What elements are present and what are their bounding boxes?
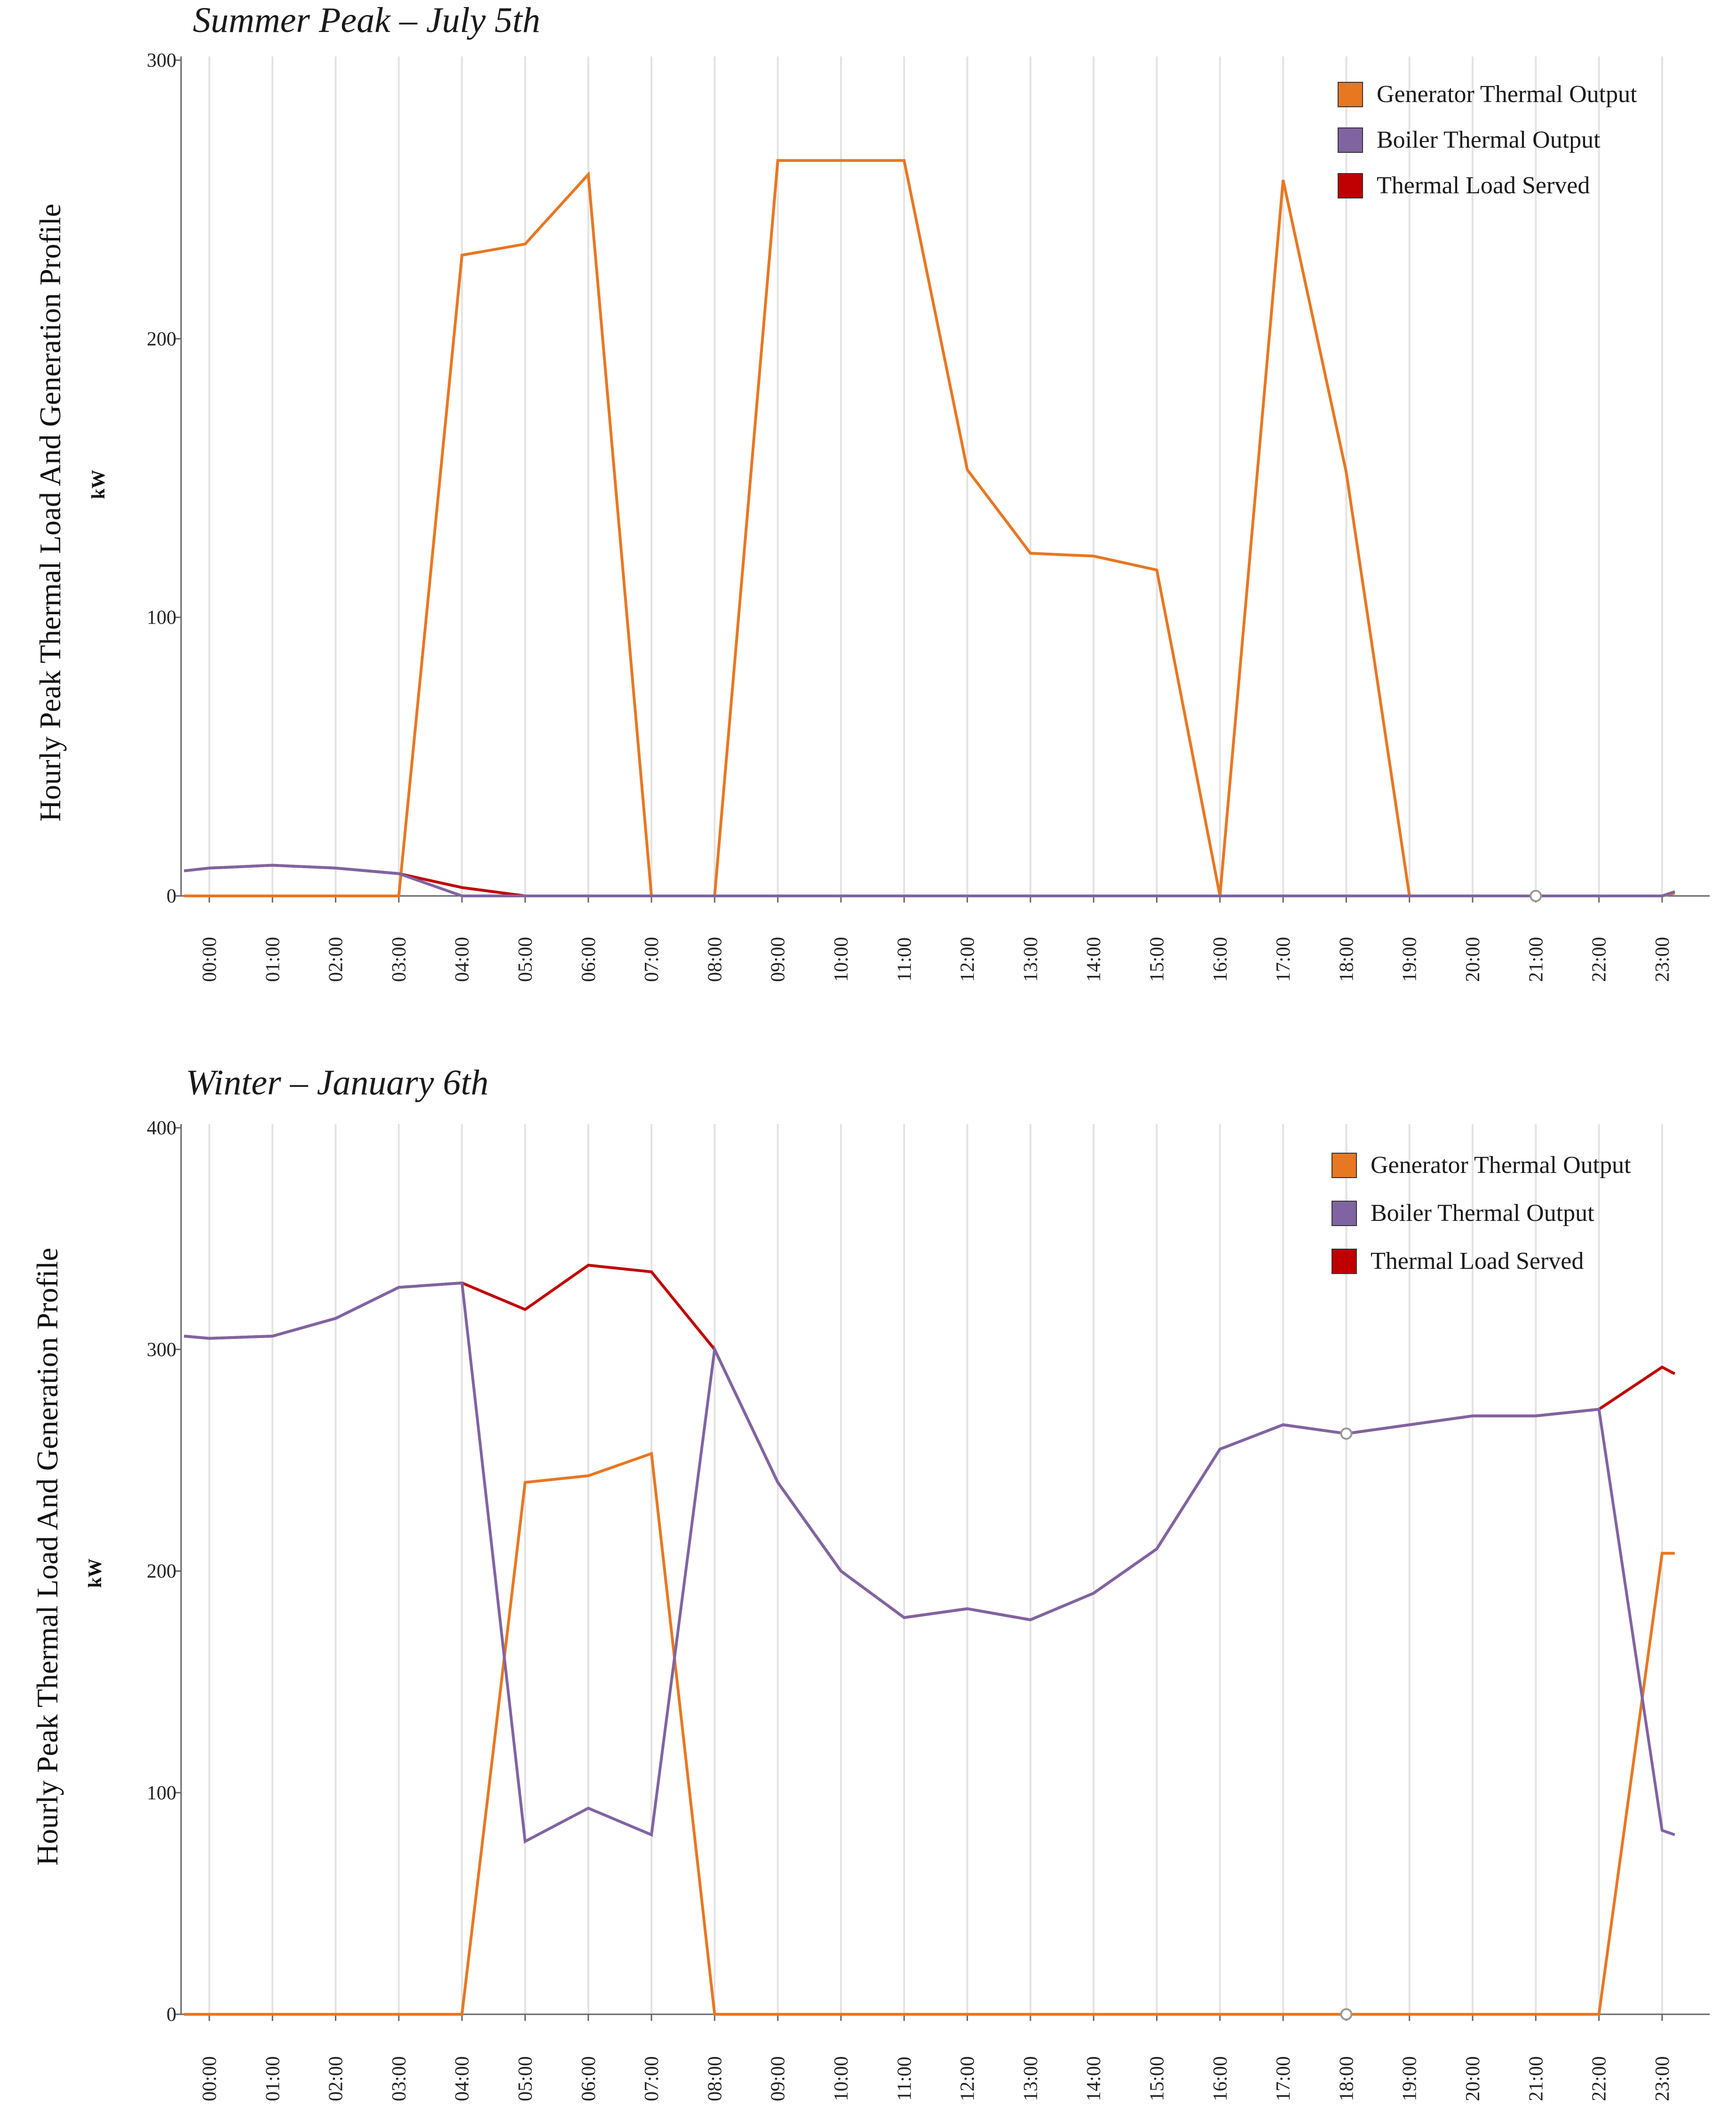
point-marker xyxy=(1340,1427,1353,1440)
x-ticks: 00:00 01:00 02:00 03:00 04:00 05:00 06:00 07:00… xyxy=(199,2014,1673,2101)
x-tick-label: 21:00 xyxy=(1525,2056,1547,2101)
legend-label: Generator Thermal Output xyxy=(1377,81,1637,108)
thermal-load-served-line xyxy=(184,1264,1676,1622)
generator-thermal-output-line xyxy=(184,159,1675,897)
x-tick-label: 13:00 xyxy=(1020,2056,1042,2101)
legend-label: Thermal Load Served xyxy=(1371,1248,1584,1275)
x-tick-label: 03:00 xyxy=(388,937,410,982)
x-tick-label: 10:00 xyxy=(831,2056,852,2101)
x-tick-label: 10:00 xyxy=(831,937,852,982)
legend: Generator Thermal Output Boiler Thermal O… xyxy=(1332,1152,1631,1275)
legend-swatch xyxy=(1338,127,1363,153)
generator-thermal-output-line xyxy=(184,1451,1675,2016)
x-tick-label: 18:00 xyxy=(1336,937,1357,982)
legend: Generator Thermal Output Boiler Thermal O… xyxy=(1338,81,1637,199)
y-axis-unit: kW xyxy=(84,1559,105,1588)
x-tick-label: 01:00 xyxy=(262,937,284,982)
x-tick-label: 03:00 xyxy=(388,2056,410,2101)
chart-title: Summer Peak – July 5th xyxy=(193,0,540,40)
x-tick-label: 08:00 xyxy=(704,937,726,982)
y-tick-label: 0 xyxy=(166,2004,176,2026)
y-axis-label: Hourly Peak Thermal Load And Generation … xyxy=(31,1248,64,1866)
x-tick-label: 19:00 xyxy=(1399,2056,1421,2101)
x-tick-label: 22:00 xyxy=(1589,2056,1610,2101)
y-tick-label: 0 xyxy=(166,886,176,907)
x-tick-label: 22:00 xyxy=(1589,937,1610,982)
boiler-thermal-output-line xyxy=(184,1281,1675,1844)
x-tick-label: 00:00 xyxy=(199,2056,221,2101)
x-tick-label: 17:00 xyxy=(1273,2056,1294,2101)
thermal-load-served-line xyxy=(183,863,1675,897)
legend-swatch xyxy=(1338,82,1363,107)
winter-chart: Winter – January 6th Hourly Peak Thermal… xyxy=(31,1063,1710,2101)
grid xyxy=(208,56,1663,896)
y-tick-label: 200 xyxy=(147,328,176,350)
x-tick-label: 19:00 xyxy=(1399,937,1421,982)
y-tick-label: 200 xyxy=(147,1561,176,1583)
x-tick-label: 04:00 xyxy=(452,2056,473,2101)
x-tick-label: 13:00 xyxy=(1020,937,1042,982)
chart-title: Winter – January 6th xyxy=(186,1063,489,1102)
markers xyxy=(1340,1427,1353,2020)
x-tick-label: 23:00 xyxy=(1652,2056,1673,2101)
legend-swatch xyxy=(1332,1249,1357,1274)
legend-label: Boiler Thermal Output xyxy=(1377,127,1601,153)
boiler-thermal-output-line xyxy=(183,863,1675,897)
point-marker xyxy=(1340,2008,1353,2020)
summer-chart: Summer Peak – July 5th Hourly Peak Therm… xyxy=(33,0,1710,982)
legend-label: Boiler Thermal Output xyxy=(1371,1200,1594,1227)
x-tick-label: 09:00 xyxy=(768,2056,789,2101)
x-tick-label: 15:00 xyxy=(1147,937,1168,982)
x-tick-label: 05:00 xyxy=(515,937,537,982)
x-tick-label: 20:00 xyxy=(1462,937,1484,982)
x-ticks: 00:00 01:00 02:00 03:00 04:00 05:00 06:00 07:00… xyxy=(199,896,1673,982)
x-tick-label: 14:00 xyxy=(1083,2056,1105,2101)
y-tick-label: 300 xyxy=(147,50,176,71)
markers xyxy=(1530,890,1542,902)
x-tick-label: 08:00 xyxy=(704,2056,726,2101)
x-tick-label: 17:00 xyxy=(1273,937,1294,982)
x-tick-label: 11:00 xyxy=(894,2057,915,2101)
legend-label: Thermal Load Served xyxy=(1377,172,1590,199)
x-tick-label: 00:00 xyxy=(199,937,221,982)
x-tick-label: 09:00 xyxy=(768,937,789,982)
y-axis-unit: kW xyxy=(87,470,109,499)
y-ticks: 0 100 200 300 xyxy=(147,50,181,907)
x-tick-label: 04:00 xyxy=(452,937,473,982)
x-tick-label: 12:00 xyxy=(957,937,979,982)
x-tick-label: 21:00 xyxy=(1525,937,1547,982)
x-tick-label: 18:00 xyxy=(1336,2056,1357,2101)
legend-swatch xyxy=(1332,1201,1357,1226)
legend-swatch xyxy=(1338,173,1363,198)
y-tick-label: 100 xyxy=(147,1782,176,1804)
legend-swatch xyxy=(1332,1153,1357,1178)
x-tick-label: 16:00 xyxy=(1210,937,1231,982)
x-tick-label: 07:00 xyxy=(641,2056,663,2101)
x-tick-label: 12:00 xyxy=(957,2056,979,2101)
x-tick-label: 02:00 xyxy=(325,937,347,982)
x-tick-label: 23:00 xyxy=(1652,937,1673,982)
y-tick-label: 300 xyxy=(147,1339,176,1361)
series-lines xyxy=(184,1264,1676,2016)
x-tick-label: 06:00 xyxy=(578,2056,600,2101)
x-tick-label: 20:00 xyxy=(1462,2056,1484,2101)
x-tick-label: 11:00 xyxy=(894,937,915,982)
series-lines xyxy=(183,159,1675,897)
x-tick-label: 06:00 xyxy=(578,937,600,982)
x-tick-label: 15:00 xyxy=(1147,2056,1168,2101)
y-ticks: 0 100 200 300 400 xyxy=(147,1117,181,2026)
y-tick-label: 100 xyxy=(147,607,176,629)
point-marker xyxy=(1530,890,1542,902)
y-axis-label: Hourly Peak Thermal Load And Generation … xyxy=(33,204,67,822)
y-tick-label: 400 xyxy=(147,1117,176,1139)
x-tick-label: 14:00 xyxy=(1083,937,1105,982)
legend-label: Generator Thermal Output xyxy=(1371,1152,1631,1179)
x-tick-label: 07:00 xyxy=(641,937,663,982)
x-tick-label: 02:00 xyxy=(325,2056,347,2101)
x-tick-label: 16:00 xyxy=(1210,2056,1231,2101)
x-tick-label: 05:00 xyxy=(515,2056,537,2101)
x-tick-label: 01:00 xyxy=(262,2056,284,2101)
